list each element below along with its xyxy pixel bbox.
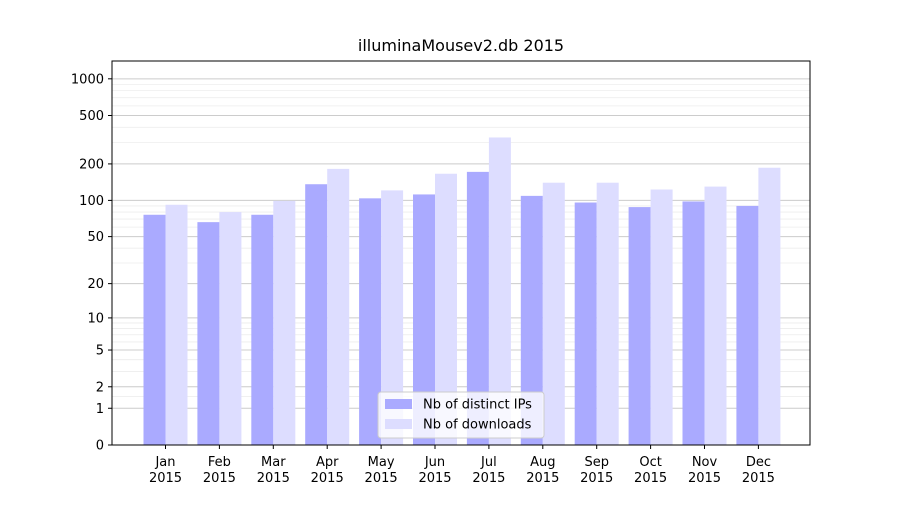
y-tick-label: 2: [96, 380, 104, 395]
bar-distinct-ips: [359, 198, 382, 445]
bar-downloads: [542, 182, 565, 445]
x-tick-label: Mar 2015: [257, 455, 290, 486]
bar-distinct-ips: [413, 194, 435, 445]
x-tick-year: 2015: [311, 471, 344, 486]
x-tick-label: Jun 2015: [418, 455, 451, 486]
plot-frame: [111, 60, 811, 446]
bar-downloads: [435, 173, 457, 446]
y-tick-label: 1000: [71, 72, 104, 87]
x-tick-month: Jan: [154, 455, 175, 470]
legend-swatch: [385, 419, 412, 429]
x-tick-year: 2015: [472, 471, 505, 486]
x-tick-month: Mar: [261, 455, 286, 470]
x-tick-year: 2015: [580, 471, 613, 486]
x-tick-label: Oct 2015: [634, 455, 667, 486]
y-tick-label: 0: [96, 439, 104, 454]
y-tick-label: 500: [79, 109, 104, 124]
legend-label: Nb of distinct IPs: [423, 398, 532, 413]
bar-distinct-ips: [251, 214, 274, 445]
legend-label: Nb of downloads: [423, 418, 532, 433]
x-tick-year: 2015: [257, 471, 290, 486]
x-tick-label: Jan 2015: [149, 455, 182, 486]
y-tick-label: 10: [87, 311, 104, 326]
bar-downloads: [165, 204, 188, 445]
bar-downloads: [327, 168, 350, 445]
x-tick-label: Nov 2015: [688, 455, 721, 486]
x-tick-label: May 2015: [365, 455, 398, 486]
y-tick-label: 5: [96, 344, 104, 359]
x-tick-label: Aug 2015: [526, 455, 559, 486]
x-tick-month: Jul: [480, 455, 497, 470]
x-tick-month: Sep: [584, 455, 609, 470]
y-tick-label: 200: [79, 157, 104, 172]
bar-downloads: [596, 182, 619, 445]
bar-distinct-ips: [682, 201, 705, 445]
x-tick-label: Feb 2015: [203, 455, 236, 486]
bar-downloads: [488, 137, 511, 445]
legend-swatch: [385, 399, 412, 409]
x-tick-year: 2015: [634, 471, 667, 486]
x-tick-year: 2015: [688, 471, 721, 486]
bar-distinct-ips: [736, 205, 759, 445]
bars: [143, 137, 781, 446]
bar-distinct-ips: [305, 184, 328, 446]
chart-title: illuminaMousev2.db 2015: [358, 36, 564, 55]
y-tick-label: 50: [87, 230, 104, 245]
x-tick-label: Dec 2015: [742, 455, 775, 486]
bar-downloads: [758, 167, 781, 446]
x-tick-month: Oct: [639, 455, 661, 470]
bar-distinct-ips: [520, 195, 543, 445]
x-tick-label: Apr 2015: [311, 455, 344, 486]
bar-downloads: [381, 190, 404, 445]
x-tick-year: 2015: [149, 471, 182, 486]
x-tick-month: Aug: [530, 455, 555, 470]
legend-box: [377, 391, 545, 439]
x-tick-month: Nov: [692, 455, 718, 470]
bar-downloads: [650, 189, 673, 445]
x-tick-month: May: [368, 455, 395, 470]
y-tick-label: 100: [79, 194, 104, 209]
x-tick-year: 2015: [526, 471, 559, 486]
bar-distinct-ips: [628, 207, 651, 445]
x-tick-year: 2015: [418, 471, 451, 486]
y-tick-label: 1: [96, 402, 104, 417]
bar-distinct-ips: [466, 171, 489, 445]
bar-distinct-ips: [197, 222, 220, 445]
x-tick-year: 2015: [203, 471, 236, 486]
legend: Nb of distinct IPs Nb of downloads: [377, 391, 545, 439]
bar-distinct-ips: [574, 202, 597, 445]
x-tick-month: Feb: [208, 455, 231, 470]
x-tick-month: Apr: [316, 455, 339, 470]
x-tick-label: Sep 2015: [580, 455, 613, 486]
bar-downloads: [704, 186, 727, 445]
bar-downloads: [219, 212, 242, 445]
bar-downloads: [273, 200, 296, 445]
x-tick-year: 2015: [365, 471, 398, 486]
x-tick-label: Jul 2015: [472, 455, 505, 486]
bar-distinct-ips: [143, 214, 166, 445]
y-tick-label: 20: [87, 277, 104, 292]
x-tick-month: Dec: [746, 455, 771, 470]
x-tick-year: 2015: [742, 471, 775, 486]
x-tick-month: Jun: [424, 455, 445, 470]
